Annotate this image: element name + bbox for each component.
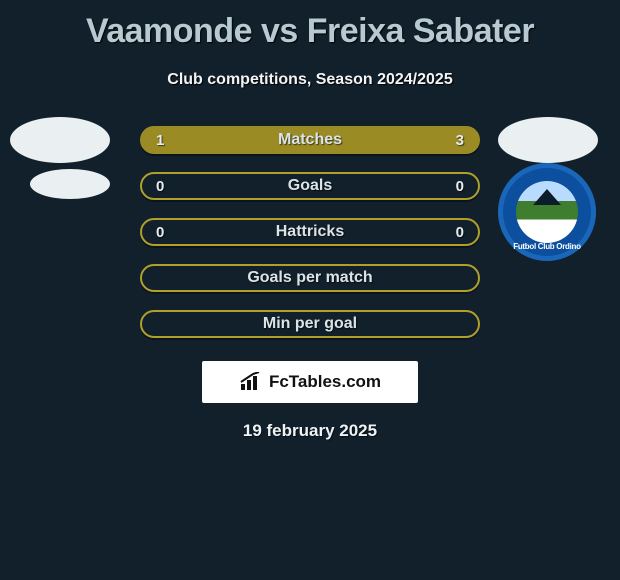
stat-row: 0 Hattricks 0 bbox=[0, 209, 620, 255]
stat-label: Matches bbox=[142, 131, 478, 149]
stat-left-value: 0 bbox=[156, 178, 164, 195]
stat-row: Goals per match bbox=[0, 255, 620, 301]
stat-label: Hattricks bbox=[142, 223, 478, 241]
date-line: 19 february 2025 bbox=[0, 421, 620, 441]
stats-area: Futbol Club Ordino 1 Matches 3 0 Goals 0… bbox=[0, 117, 620, 347]
stat-bar-hattricks: 0 Hattricks 0 bbox=[140, 218, 480, 246]
stat-left-value: 0 bbox=[156, 224, 164, 241]
stat-right-value: 0 bbox=[456, 178, 464, 195]
stat-label: Min per goal bbox=[142, 315, 478, 333]
stat-row: 0 Goals 0 bbox=[0, 163, 620, 209]
stat-right-value: 0 bbox=[456, 224, 464, 241]
stat-bar-goals-per-match: Goals per match bbox=[140, 264, 480, 292]
stat-row: 1 Matches 3 bbox=[0, 117, 620, 163]
brand-box[interactable]: FcTables.com bbox=[202, 361, 418, 403]
stat-left-value: 1 bbox=[156, 132, 164, 149]
brand-text: FcTables.com bbox=[269, 372, 381, 392]
stat-label: Goals per match bbox=[142, 269, 478, 287]
stat-bar-matches: 1 Matches 3 bbox=[140, 126, 480, 154]
stat-bar-min-per-goal: Min per goal bbox=[140, 310, 480, 338]
page-title: Vaamonde vs Freixa Sabater bbox=[0, 0, 620, 51]
stat-bar-goals: 0 Goals 0 bbox=[140, 172, 480, 200]
stat-right-value: 3 bbox=[456, 132, 464, 149]
stat-row: Min per goal bbox=[0, 301, 620, 347]
page-subtitle: Club competitions, Season 2024/2025 bbox=[0, 71, 620, 89]
bar-chart-icon bbox=[239, 372, 263, 392]
stat-label: Goals bbox=[142, 177, 478, 195]
